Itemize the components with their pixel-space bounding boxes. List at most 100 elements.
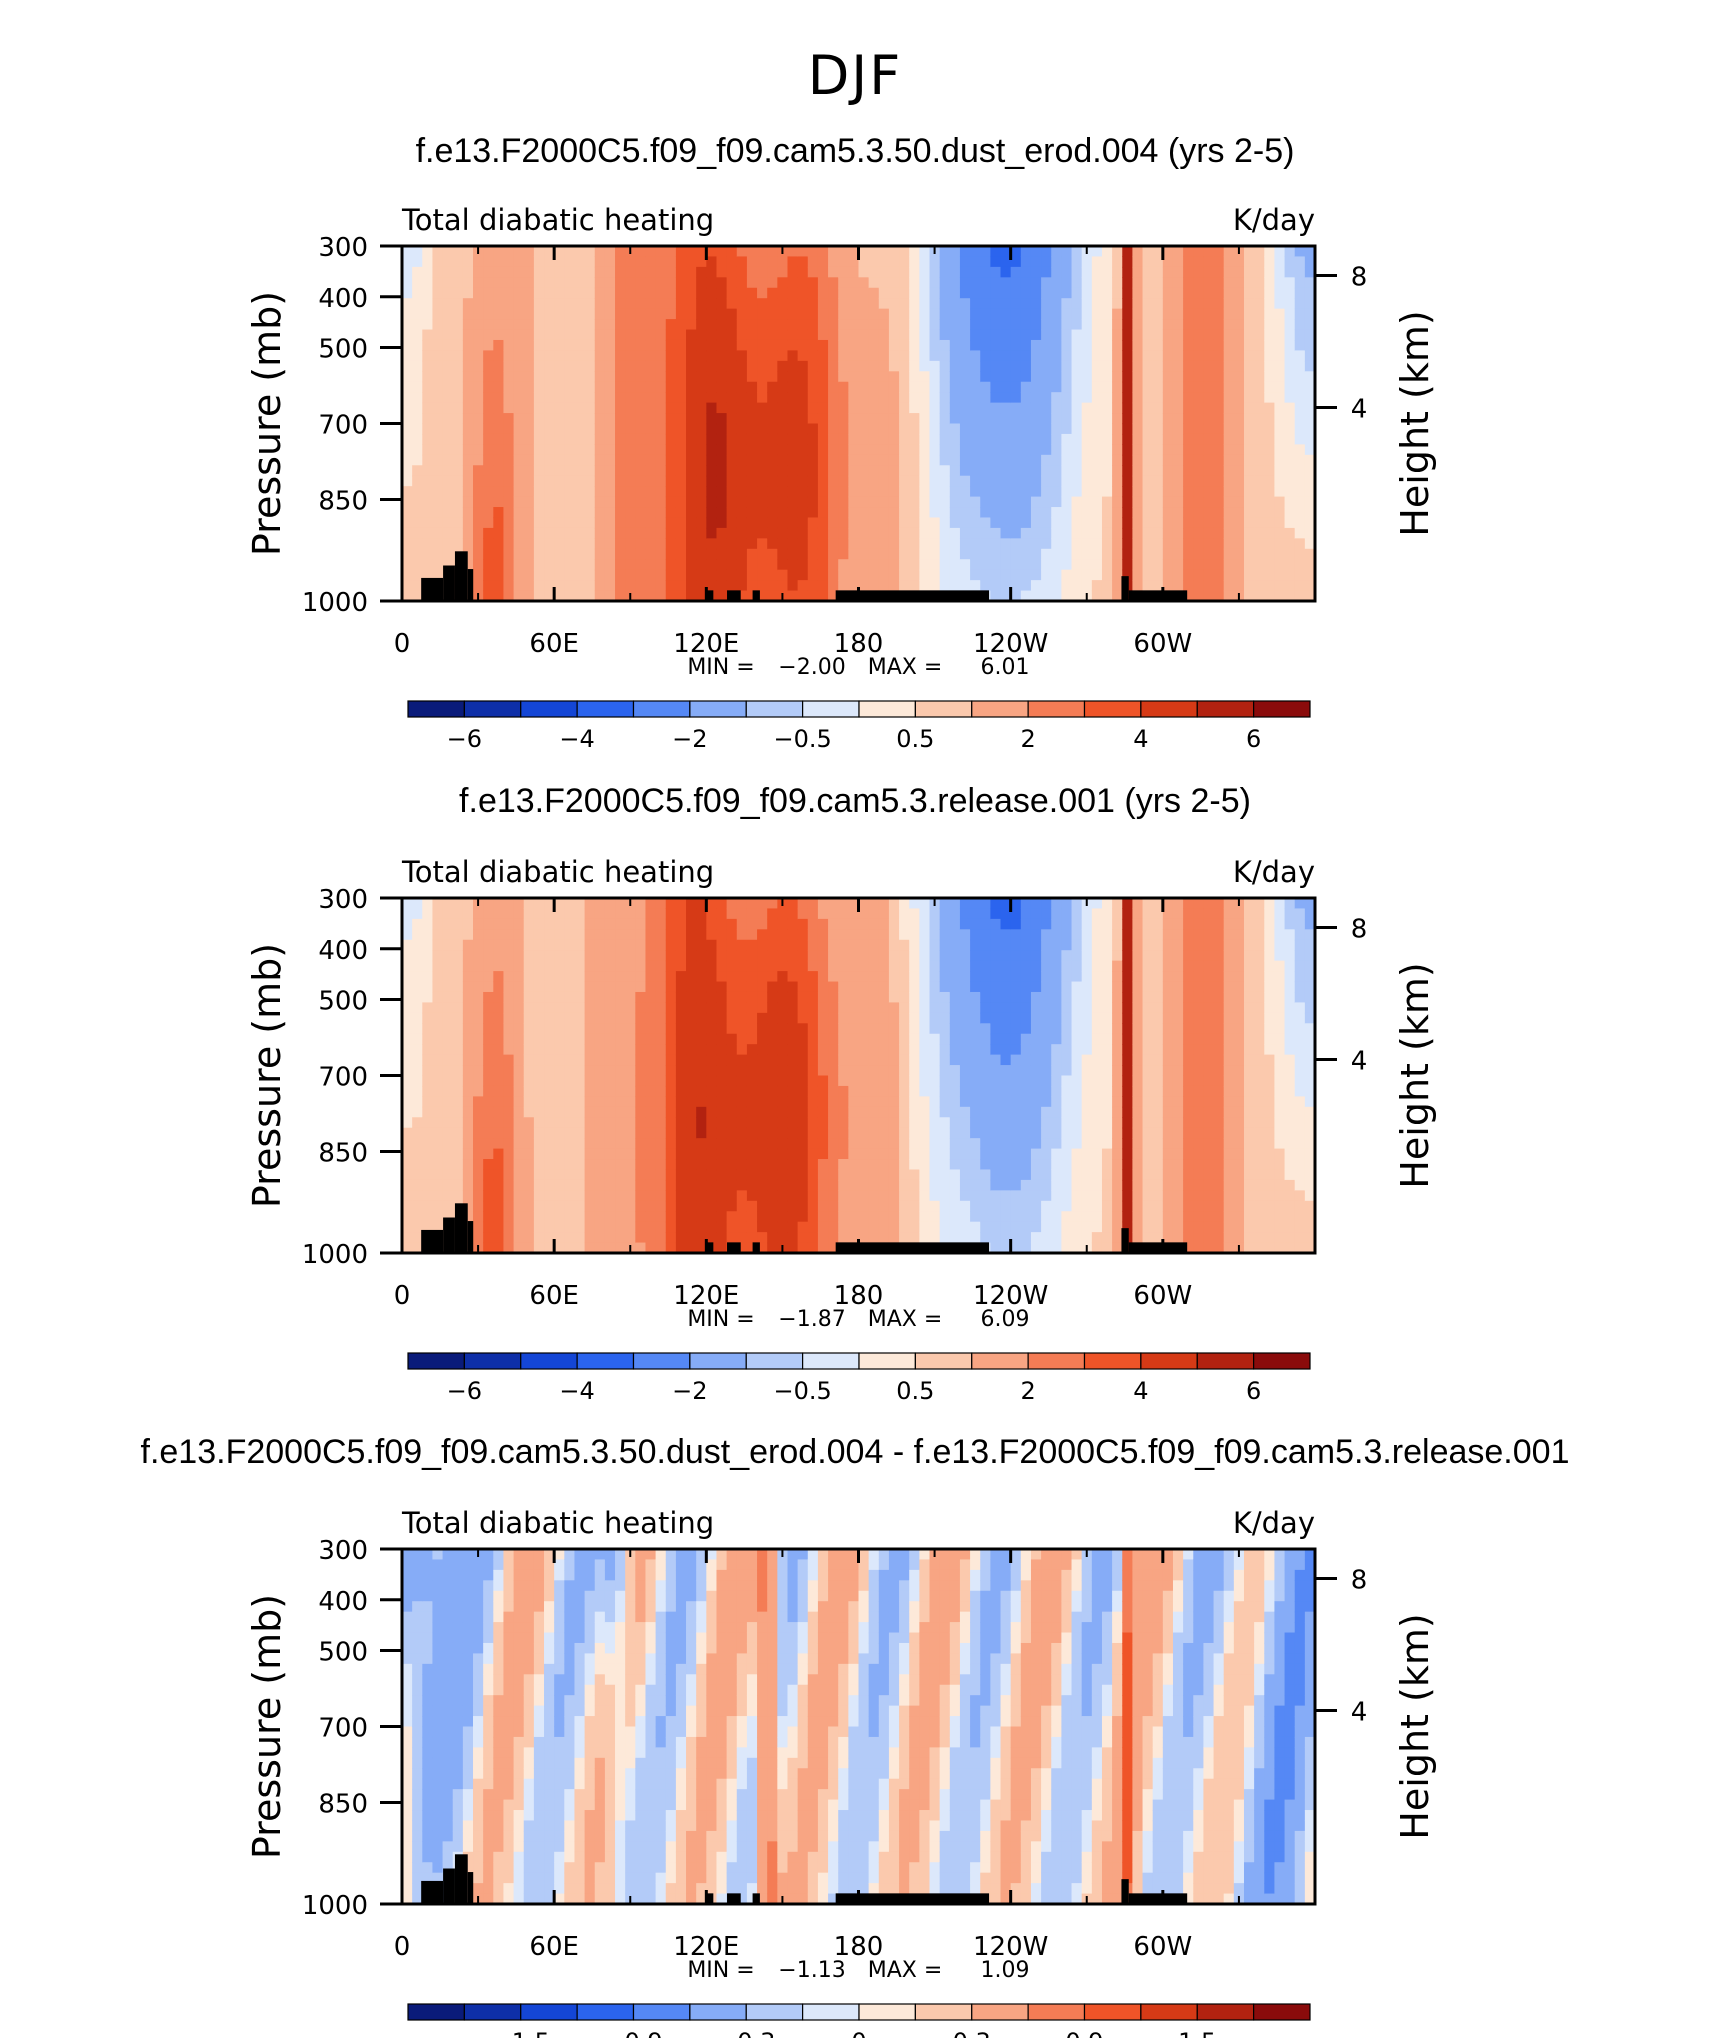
heatmap-cell (899, 580, 910, 592)
heatmap-cell (838, 381, 849, 393)
heatmap-cell (787, 1096, 799, 1108)
heatmap-cell (1122, 277, 1133, 289)
heatmap-cell (919, 496, 931, 508)
heatmap-cell (1081, 413, 1093, 425)
heatmap-cell (1213, 580, 1225, 592)
heatmap-cell (513, 454, 525, 466)
colorbar-swatch (1027, 700, 1086, 718)
heatmap-cell (767, 454, 778, 466)
heatmap-cell (787, 1012, 799, 1024)
heatmap-cell (432, 496, 444, 508)
heatmap-cell (1081, 527, 1093, 539)
heatmap-cell (442, 1096, 454, 1108)
heatmap-cell (929, 277, 941, 289)
heatmap-cell (828, 1012, 839, 1024)
heatmap-cell (726, 444, 738, 456)
heatmap-cell (777, 1127, 789, 1139)
heatmap-cell (1172, 496, 1184, 508)
heatmap-cell (1284, 308, 1296, 320)
heatmap-cell (604, 939, 616, 951)
x-tick-label: 60E (529, 629, 579, 659)
heatmap-cell (1101, 527, 1113, 539)
min-label: MIN = (687, 655, 754, 680)
heatmap-cell (757, 360, 768, 372)
heatmap-cell (828, 1148, 839, 1160)
heatmap-cell (777, 486, 789, 498)
heatmap-cell (909, 548, 920, 560)
heatmap-cell (939, 538, 951, 550)
heatmap-cell (919, 559, 931, 571)
heatmap-cell (899, 319, 910, 331)
heatmap-cell (736, 1127, 748, 1139)
heatmap-cell (493, 339, 505, 352)
heatmap-cell (544, 1002, 555, 1014)
heatmap-cell (483, 1190, 494, 1202)
heatmap-cell (604, 1211, 616, 1223)
heatmap-cell (1243, 569, 1255, 581)
heatmap-cell (1304, 319, 1316, 331)
heatmap-cell (736, 1106, 748, 1118)
heatmap-cell (696, 1106, 707, 1118)
heatmap-cell (1051, 486, 1062, 498)
heatmap-cell (432, 559, 444, 571)
heatmap-cell (625, 413, 636, 425)
heatmap-cell (584, 1096, 596, 1108)
heatmap-cell (706, 1065, 718, 1077)
heatmap-cell (868, 256, 880, 268)
heatmap-cell (625, 496, 636, 508)
heatmap-cell (736, 1190, 748, 1202)
heatmap-cell (919, 1096, 931, 1108)
heatmap-cell (1223, 590, 1235, 602)
heatmap-cell (746, 1033, 758, 1045)
heatmap-cell (462, 527, 474, 539)
heatmap-cell (564, 444, 576, 456)
heatmap-cell (1101, 256, 1113, 268)
heatmap-cell (1010, 360, 1022, 372)
heatmap-cell (696, 507, 707, 519)
heatmap-cell (807, 465, 819, 477)
heatmap-cell (686, 569, 697, 581)
heatmap-cell (615, 360, 626, 372)
heatmap-cell (767, 381, 778, 393)
heatmap-cell (919, 569, 931, 581)
heatmap-cell (655, 1106, 667, 1118)
heatmap-cell (817, 548, 829, 560)
heatmap-cell (868, 496, 880, 508)
heatmap-cell (1061, 266, 1073, 278)
heatmap-cell (1304, 360, 1316, 372)
heatmap-cell (767, 319, 778, 331)
heatmap-cell (1152, 287, 1164, 299)
heatmap-cell (1243, 538, 1255, 550)
heatmap-cell (1020, 517, 1032, 529)
heatmap-cell (452, 1044, 464, 1056)
heatmap-cell (757, 287, 768, 299)
heatmap-cell (1010, 433, 1022, 445)
heatmap-cell (919, 486, 931, 498)
heatmap-cell (402, 569, 413, 581)
heatmap-cell (686, 496, 697, 508)
heatmap-cell (838, 939, 849, 951)
heatmap-cell (726, 1221, 738, 1233)
heatmap-cell (1233, 569, 1245, 581)
heatmap-cell (594, 371, 606, 383)
heatmap-cell (706, 392, 718, 404)
heatmap-cell (473, 971, 484, 983)
heatmap-cell (412, 381, 423, 393)
heatmap-cell (574, 1044, 586, 1056)
heatmap-cell (462, 908, 474, 920)
heatmap-cell (1304, 350, 1316, 362)
heatmap-cell (564, 1012, 576, 1024)
heatmap-cell (1304, 329, 1316, 341)
heatmap-cell (1172, 298, 1184, 310)
heatmap-cell (1233, 371, 1245, 383)
heatmap-cell (990, 454, 1002, 466)
heatmap-cell (675, 496, 687, 508)
heatmap-cell (615, 413, 626, 425)
heatmap-cell (1081, 329, 1093, 341)
heatmap-cell (797, 329, 809, 341)
heatmap-cell (1264, 475, 1276, 487)
heatmap-cell (888, 1179, 900, 1191)
heatmap-cell (554, 246, 565, 258)
heatmap-cell (949, 371, 961, 383)
heatmap-cell (533, 918, 545, 930)
